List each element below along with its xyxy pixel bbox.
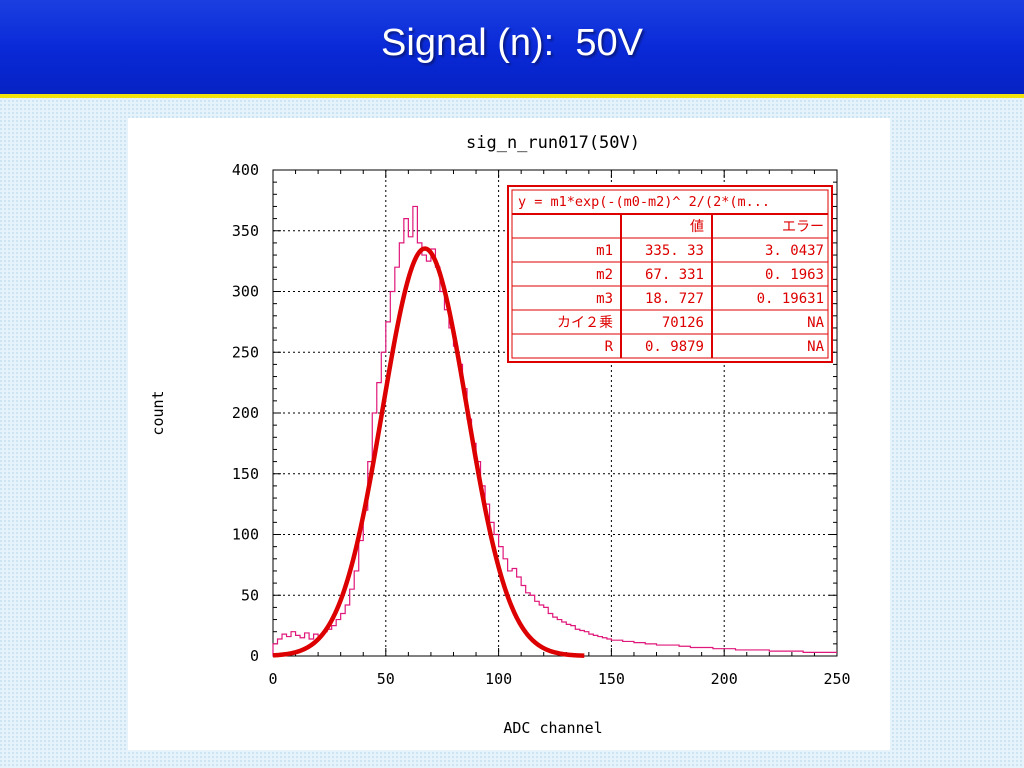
table-cell: 67. 331 [645, 267, 704, 283]
x-tick-label: 100 [485, 670, 512, 688]
table-cell: R [605, 339, 614, 355]
axis-ticks [272, 169, 838, 657]
table-cell: 335. 33 [645, 243, 704, 259]
y-tick-label: 50 [241, 586, 259, 604]
table-cell: カイ２乗 [557, 315, 613, 331]
table-cell: m2 [596, 267, 613, 283]
histogram-chart: sig_n_run017(50V) 0 50 100 150 200 250 0 50 100 1… [149, 133, 851, 737]
y-tick-label: 150 [232, 465, 259, 483]
table-cell: 3. 0437 [765, 243, 824, 259]
x-tick-label: 0 [268, 670, 277, 688]
fit-curve-line [271, 246, 586, 658]
fit-results-table: y = m1*exp(-(m0-m2)^ 2/(2*(m... 値 エラー m1 335… [507, 185, 833, 363]
table-header-cell: エラー [782, 219, 824, 235]
table-cell: NA [807, 315, 824, 331]
fit-equation: y = m1*exp(-(m0-m2)^ 2/(2*(m... [518, 194, 770, 210]
y-tick-label: 300 [232, 283, 259, 301]
y-tick-label: 200 [232, 404, 259, 422]
x-tick-label: 50 [377, 670, 395, 688]
table-cell: NA [807, 339, 824, 355]
x-tick-label: 250 [823, 670, 850, 688]
y-tick-label: 0 [250, 647, 259, 665]
y-tick-label: 250 [232, 343, 259, 361]
y-axis-label: count [149, 390, 167, 435]
x-tick-label: 200 [711, 670, 738, 688]
fit-curve-series [271, 246, 586, 658]
table-inner-border [511, 189, 829, 359]
table-cell: m1 [596, 243, 613, 259]
table-cell: 0. 1963 [765, 267, 824, 283]
x-axis-label: ADC channel [503, 719, 602, 737]
table-cell: 0. 19631 [757, 291, 824, 307]
slide-title: Signal (n): 50V [381, 22, 643, 64]
table-outer-border [507, 185, 833, 363]
table-cell: 70126 [662, 315, 704, 331]
table-cell: m3 [596, 291, 613, 307]
slide-header: Signal (n): 50V [0, 0, 1024, 98]
chart-title: sig_n_run017(50V) [466, 133, 640, 153]
chart-panel: sig_n_run017(50V) 0 50 100 150 200 250 0 50 100 1… [128, 118, 890, 750]
y-tick-label: 350 [232, 222, 259, 240]
x-tick-label: 150 [598, 670, 625, 688]
table-header-cell: 値 [690, 219, 704, 235]
tick-labels: 0 50 100 150 200 250 0 50 100 150 200 250 300 350 400 [232, 161, 851, 688]
table-cell: 18. 727 [645, 291, 704, 307]
table-cell: 0. 9879 [645, 339, 704, 355]
y-tick-label: 400 [232, 161, 259, 179]
y-tick-label: 100 [232, 526, 259, 544]
